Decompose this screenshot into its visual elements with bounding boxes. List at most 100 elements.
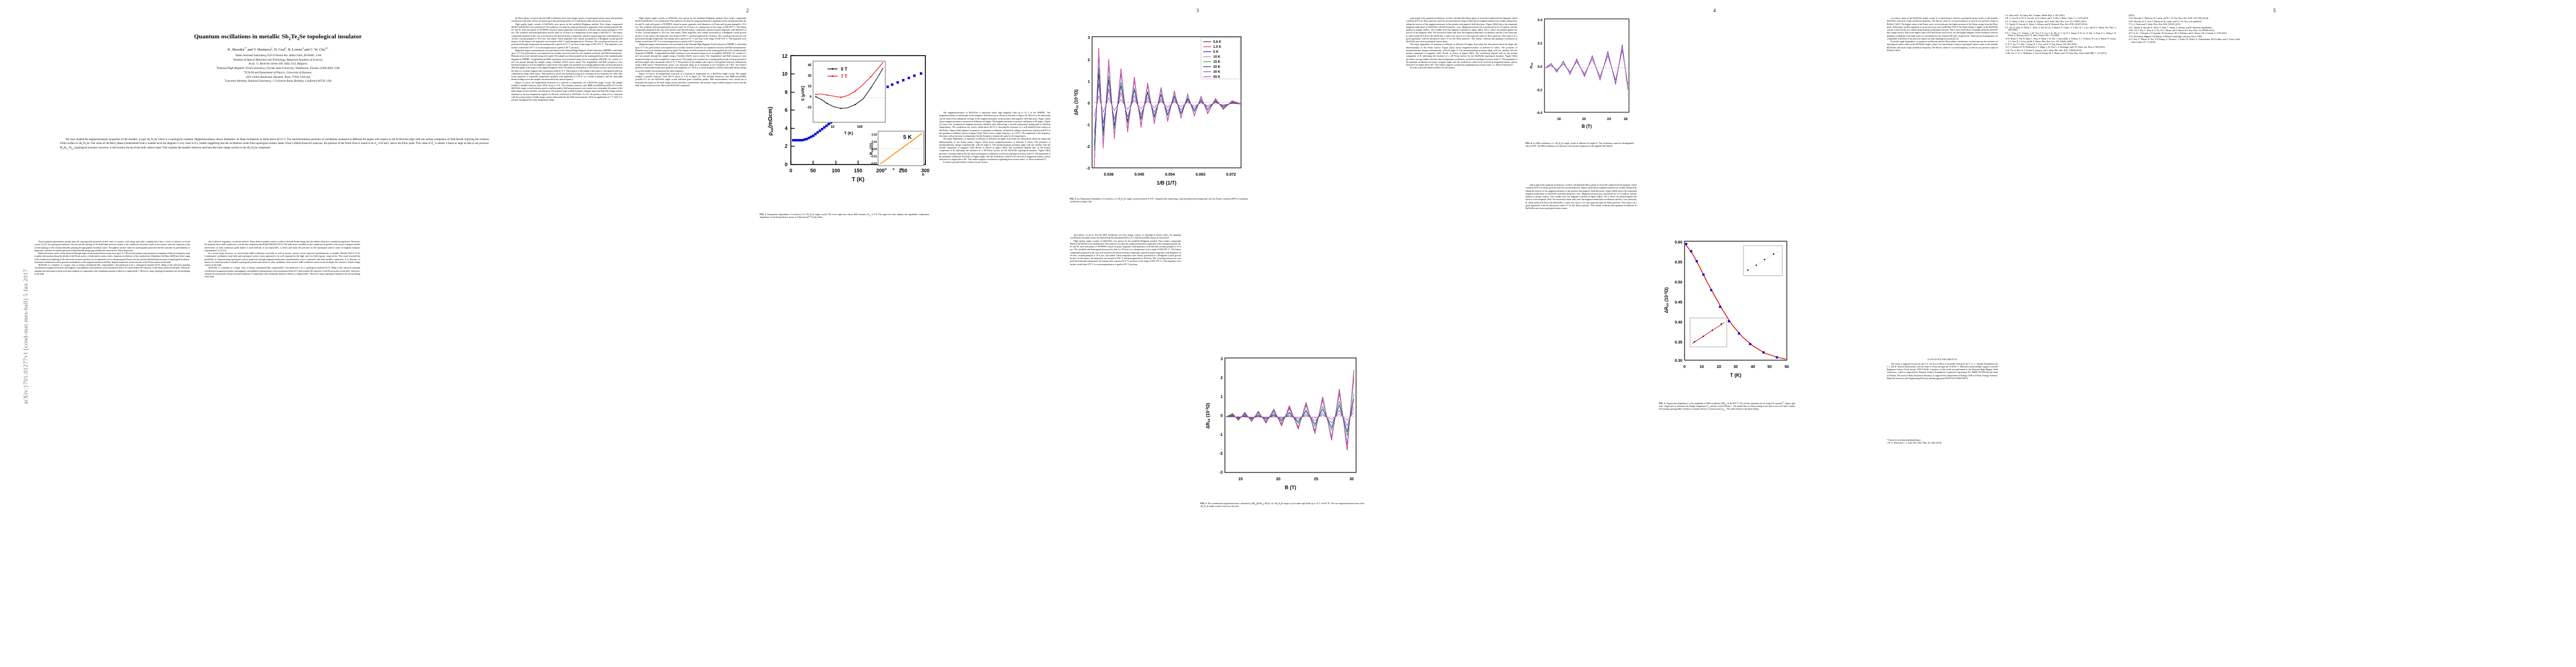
svg-text:-6: -6: [884, 168, 887, 171]
svg-text:-3: -3: [1219, 471, 1223, 475]
svg-text:0.45: 0.45: [1675, 301, 1682, 305]
svg-text:0.054: 0.054: [1165, 173, 1175, 177]
abstract: We have studied the magnetotransport pro…: [60, 138, 500, 150]
footnotes-block: * E-mail me at keshav.shrestha@inl.gov 1…: [1887, 439, 1998, 445]
paragraph: due to defects, impurities, or intersite…: [205, 240, 360, 252]
page-number-4: 4: [1713, 8, 1716, 13]
hall-inset-annotation: 5 K: [903, 135, 912, 141]
svg-text:28: 28: [1624, 118, 1628, 121]
svg-text:0: 0: [789, 168, 792, 173]
footnote-item: * E-mail me at keshav.shrestha@inl.gov: [1887, 439, 1921, 441]
svg-text:0.30: 0.30: [1675, 359, 1682, 363]
figure-1-inset-hall: 0.02 0.01 0.00 -0.01 -0.02 -6 -4 -2 B Rx…: [870, 131, 924, 177]
svg-text:45: 45: [808, 64, 811, 67]
svg-text:0.02: 0.02: [871, 133, 877, 137]
footnote-item: 1 M. Z. Hasan and C. L. Kane, Rev. Mod. …: [1887, 442, 1942, 445]
page3-column-1: The magnetoresistance of Sb2Te2Se is mea…: [939, 111, 1050, 164]
paragraph: Bulk and surface states can be observed …: [34, 252, 190, 263]
svg-text:T (K): T (K): [844, 132, 853, 136]
paragraph: High quality single crystals of Sb2Te2Se…: [635, 17, 746, 43]
svg-text:-0.4: -0.4: [1537, 112, 1543, 115]
svg-text:Rxy(Ω): Rxy(Ω): [870, 143, 874, 155]
svg-text:55 K: 55 K: [1213, 76, 1220, 79]
figure-2b: 3 2 1 0 -1 -2 -3 15 20 25 30 B (T) ΔRxx …: [1200, 350, 1367, 500]
svg-text:2: 2: [1220, 376, 1223, 380]
svg-text:8: 8: [785, 89, 788, 95]
svg-text:σxx: σxx: [1529, 63, 1534, 69]
legend-0T: 0 T: [841, 67, 848, 72]
figure-2a: 3 2 1 0 -1 -2 -3 0.036 0.045 0.054 0.063…: [1070, 28, 1253, 195]
svg-text:1.5 K: 1.5 K: [1213, 46, 1222, 49]
svg-text:0.4: 0.4: [1538, 19, 1543, 22]
paragraph: their phase, we prove that the SdH oscil…: [1070, 233, 1181, 240]
figure-2a-legend: 0.6 K 1.5 K 5 K 10 K 15 K 20 K 30 K 55 K: [1200, 37, 1240, 79]
svg-text:5 K: 5 K: [1213, 51, 1219, 54]
svg-text:50: 50: [810, 168, 816, 173]
svg-text:-1: -1: [1087, 123, 1090, 127]
svg-text:10: 10: [782, 71, 788, 77]
paragraph: Figure [1] shows the longitudinal resist…: [635, 72, 746, 87]
reference-item: 14 M. Cao, N. Li, L. Wehrhahn, J. Tian, …: [2005, 52, 2107, 55]
svg-text:0.045: 0.045: [1134, 173, 1144, 177]
reference-item: 20 V.-S. Fu, T. Hasegawa, N. Igarashi, M…: [2129, 32, 2228, 35]
legend-7T: 7 T: [841, 74, 848, 79]
page-number-3: 3: [1196, 8, 1199, 13]
svg-text:6: 6: [785, 107, 788, 113]
svg-text:0.01: 0.01: [871, 141, 877, 144]
svg-text:1: 1: [1220, 395, 1223, 399]
figure-4-svg: 0.4 0.2 0.0 -0.2 -0.4 16 20 24 28 B (T) …: [1529, 18, 1630, 129]
svg-text:20: 20: [1717, 365, 1721, 369]
svg-text:-4: -4: [892, 168, 895, 171]
references-column-left: 4 Y. Ando and L. Fu, Annu. Rev. Condens.…: [2005, 14, 2116, 55]
svg-text:-3: -3: [1087, 167, 1090, 171]
paragraph: Sb2Te2Se is a member of a larger class o…: [34, 263, 190, 275]
reference-item: 9 Y. L. Chen, J. G. Analytis, J.-H. Chu,…: [2005, 32, 2116, 37]
figure-5-caption: FIG. 5. Temperature-dependence of the am…: [1659, 401, 1796, 411]
svg-text:4: 4: [785, 126, 788, 131]
svg-text:ΔRxx (10-3Ω): ΔRxx (10-3Ω): [1205, 402, 1211, 429]
svg-text:0.2: 0.2: [1538, 42, 1543, 46]
svg-text:0: 0: [1220, 414, 1223, 418]
svg-text:0.55: 0.55: [1675, 261, 1682, 265]
reference-item: 12 J. G. Analytis, R. D. McDonald, S. C.…: [2005, 46, 2105, 49]
svg-text:0.6 K: 0.6 K: [1213, 41, 1222, 44]
reference-item: 13 K. Eto, Z. Ren, A. A. Taskin, K. Sega…: [2005, 49, 2082, 52]
figure-1-inset-thermopower: 45 30 15 0 -15 10 100 T (K) S (μV/K) 0 T: [801, 61, 886, 136]
paragraph: The angle dependence of quantum oscillat…: [939, 137, 1050, 161]
paragraph: From the angle dependence of quantum osc…: [1887, 40, 1998, 52]
page-title: Quantum oscillations in metallic Sb2Te2S…: [194, 33, 362, 42]
page-number-2: 2: [746, 8, 749, 13]
svg-text:0: 0: [1088, 102, 1090, 106]
svg-text:-2: -2: [1087, 145, 1090, 149]
svg-text:0.50: 0.50: [1675, 281, 1682, 285]
acknowledgments-section: ACKNOWLEDGMENTS This work is supported i…: [1887, 356, 1998, 380]
figure-2b-caption: FIG. 2. The symmetrized magnetoresistanc…: [1200, 502, 1364, 509]
svg-text:300: 300: [921, 168, 929, 173]
svg-text:ΔRxx (10-3Ω): ΔRxx (10-3Ω): [1664, 287, 1670, 313]
figure-5-svg: 0.60 0.55 0.50 0.45 0.40 0.35 0.30 0 10 …: [1664, 241, 1789, 378]
svg-text:0.036: 0.036: [1104, 173, 1114, 177]
svg-text:30 K: 30 K: [1213, 71, 1220, 74]
figure-5-inset-mass: [1690, 317, 1727, 347]
svg-text:25: 25: [1314, 477, 1318, 481]
page3-column-2: their phase, we prove that the SdH oscil…: [1070, 233, 1181, 266]
arxiv-stamp: arXiv:1701.01277v1 [cond-mat.mes-hall] 5…: [23, 269, 29, 404]
reference-item: 15 K. Shrestha, V. Marinova, B. Lorenz, …: [2129, 17, 2209, 20]
svg-text:3: 3: [1088, 36, 1090, 40]
svg-text:0.60: 0.60: [1675, 241, 1682, 245]
svg-text:20: 20: [1276, 477, 1280, 481]
references-column-right: (2013). 15 K. Shrestha, V. Marinova, B. …: [2129, 14, 2240, 44]
reference-item: 11 D. X. Qu, Y. S. Hor, J. Xiong, R. J. …: [2005, 43, 2077, 46]
svg-text:-0.01: -0.01: [871, 155, 878, 158]
paragraph: In order to provide further evidence for…: [1410, 66, 1455, 69]
svg-text:250: 250: [899, 168, 907, 173]
svg-text:40: 40: [1751, 365, 1755, 369]
acknowledgments-text: This work is supported in part by the U.…: [1887, 362, 1998, 380]
svg-text:0: 0: [785, 162, 788, 167]
page4-column-1: state origin of the quantum oscillations…: [1406, 17, 1517, 69]
svg-text:2: 2: [785, 143, 788, 149]
svg-text:T (K): T (K): [852, 177, 865, 183]
svg-text:-15: -15: [806, 106, 811, 109]
reference-item: 22 Y. Pan, A. Nikitin, D. Wu, Y.-K.Huang…: [2129, 38, 2240, 43]
